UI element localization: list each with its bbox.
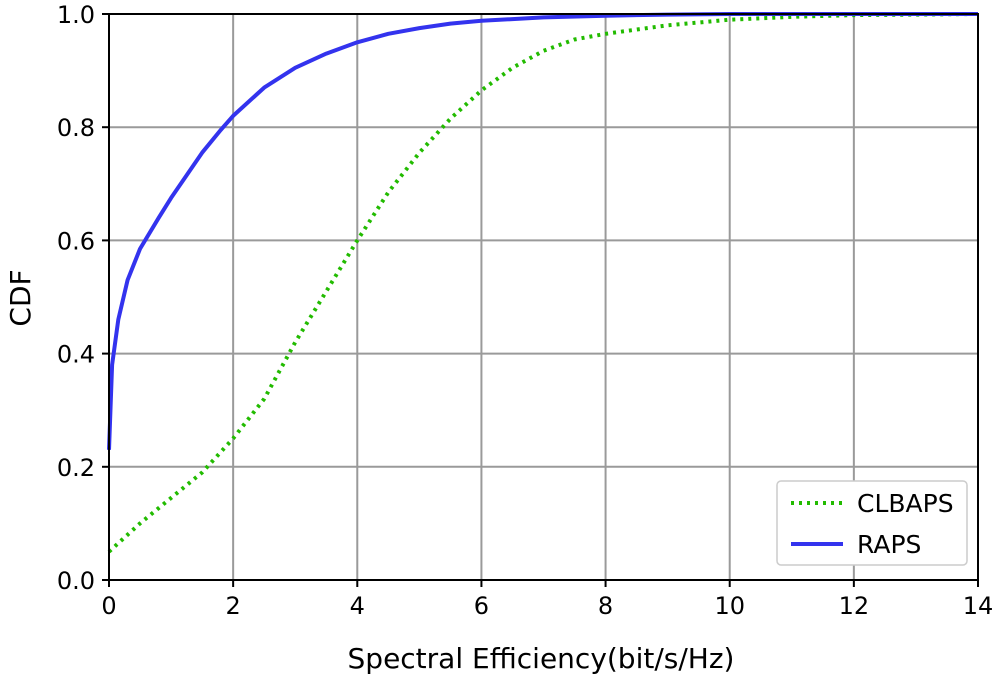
x-tick-label: 6 [474,592,489,620]
y-tick-label: 0.6 [57,227,95,255]
y-tick-label: 0.8 [57,114,95,142]
y-tick-labels: 0.0 0.2 0.4 0.6 0.8 1.0 [57,1,95,595]
legend: CLBAPS RAPS [776,480,968,566]
x-tick-labels: 0 2 4 6 8 10 12 14 [101,592,993,620]
y-tick-label: 0.4 [57,341,95,369]
x-axis-title: Spectral Efficiency(bit/s/Hz) [348,642,735,675]
x-tick-label: 14 [963,592,994,620]
y-tick-label: 0.2 [57,454,95,482]
x-tick-label: 12 [839,592,870,620]
tick-marks [102,13,979,587]
series-line-raps [107,12,978,450]
legend-label-clbaps: CLBAPS [857,489,954,518]
y-tick-label: 0.0 [57,567,95,595]
series-lines [107,12,979,554]
y-axis-title: CDF [4,269,37,326]
x-tick-label: 0 [101,592,116,620]
plot-frame [108,13,979,581]
x-tick-label: 4 [350,592,365,620]
x-tick-label: 10 [714,592,745,620]
legend-label-raps: RAPS [857,530,921,559]
series-line-clbaps [107,12,979,554]
x-tick-label: 2 [226,592,241,620]
y-tick-label: 1.0 [57,1,95,29]
x-tick-label: 8 [598,592,613,620]
